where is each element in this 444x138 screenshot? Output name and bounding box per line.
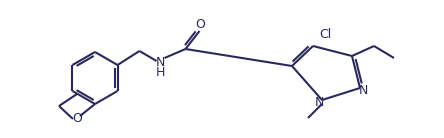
Text: N: N	[358, 83, 368, 96]
Text: N: N	[314, 95, 324, 108]
Text: N: N	[156, 56, 165, 70]
Text: Cl: Cl	[319, 27, 331, 40]
Text: H: H	[156, 67, 165, 79]
Text: O: O	[72, 112, 82, 124]
Text: O: O	[195, 18, 206, 31]
